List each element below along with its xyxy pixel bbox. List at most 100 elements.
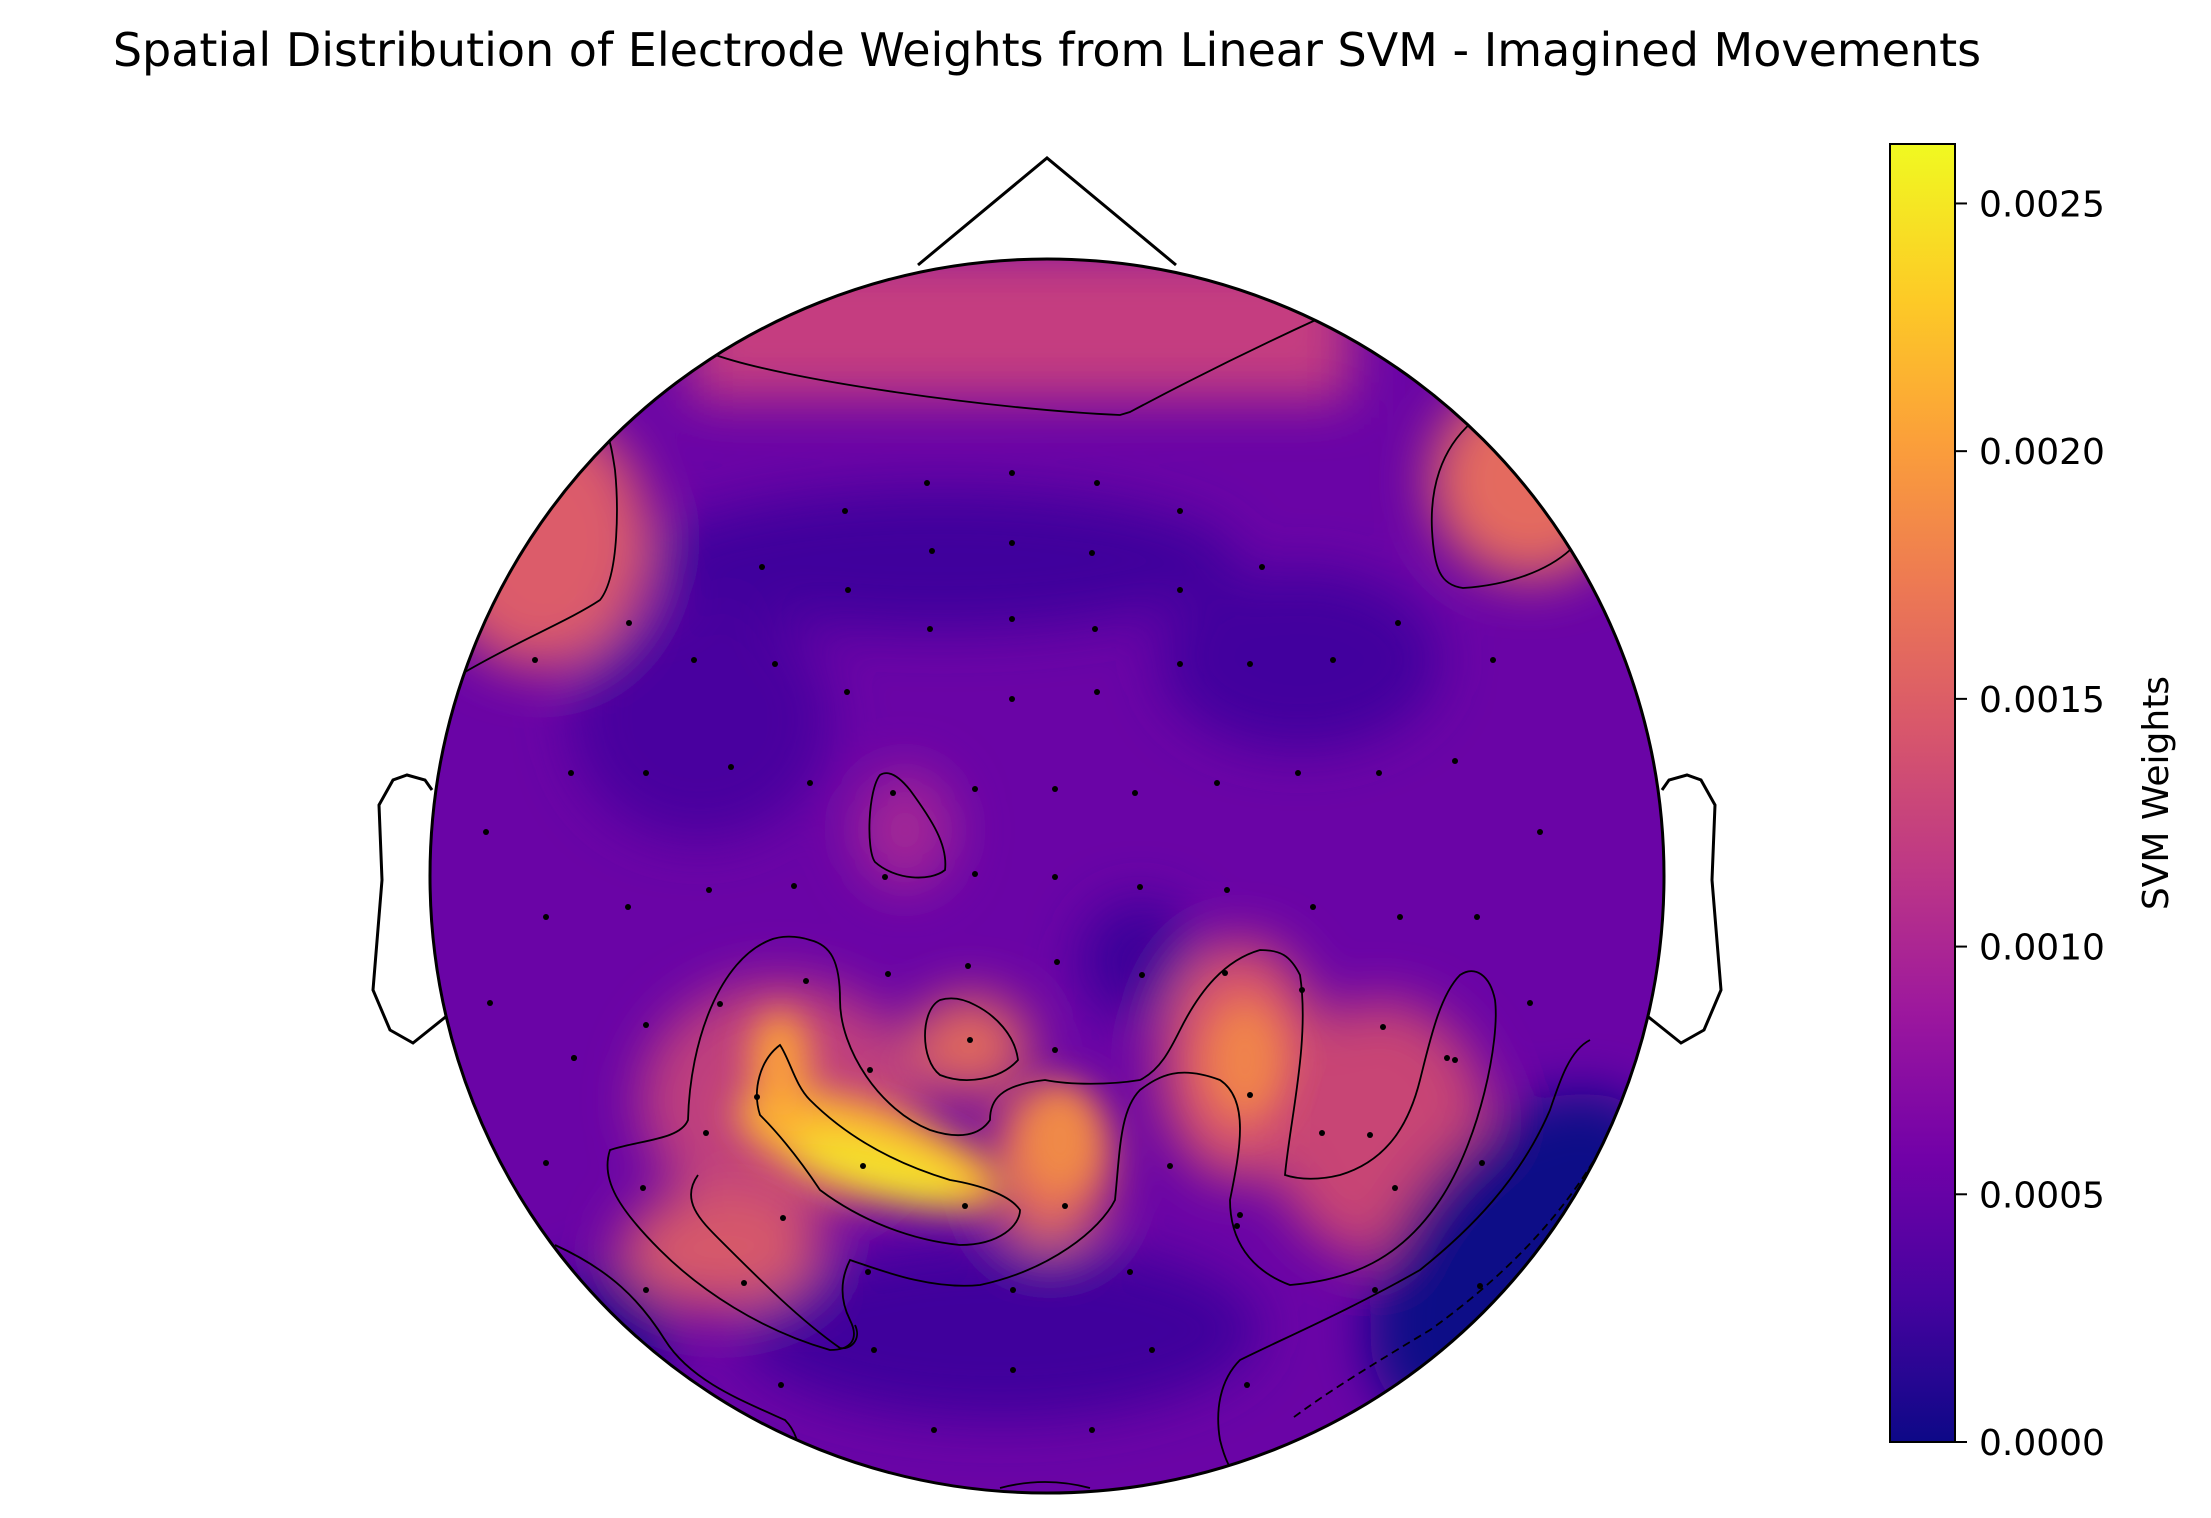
electrode-dot (759, 564, 765, 570)
electrode-dot (1237, 1212, 1243, 1218)
electrode-dot (890, 790, 896, 796)
electrode-dot (703, 1130, 709, 1136)
electrode-dot (1009, 470, 1015, 476)
colorbar-tick-label: 0.0020 (1979, 432, 2105, 473)
electrode-dot (1380, 1024, 1386, 1030)
electrode-dot (640, 1185, 646, 1191)
electrode-dot (1177, 508, 1183, 514)
electrode-dot (882, 874, 888, 880)
electrode-dot (1139, 972, 1145, 978)
electrode-dot (717, 1001, 723, 1007)
electrode-dot (1092, 626, 1098, 632)
contour-hot-core (756, 1043, 1021, 1246)
electrode-dot (967, 1037, 973, 1043)
electrode-dot (867, 1067, 873, 1073)
electrode-dot (625, 904, 631, 910)
electrode-dot (1222, 970, 1228, 976)
electrode-dot (972, 786, 978, 792)
electrode-dot (1397, 914, 1403, 920)
colorbar-tick-label: 0.0025 (1979, 184, 2105, 225)
electrode-dot (643, 770, 649, 776)
electrode-dot (845, 587, 851, 593)
electrode-dot (1537, 829, 1543, 835)
nose-outline (917, 156, 1177, 267)
colorbar: 0.0000 0.0005 0.0010 0.0015 0.0020 0.0025 SVM… (1889, 143, 2177, 1464)
electrode-dot (1527, 1000, 1533, 1006)
electrode-dot (885, 971, 891, 977)
electrode-dot (1052, 874, 1058, 880)
contour-right-upper (1430, 421, 1571, 589)
electrode-dot (1452, 1057, 1458, 1063)
colorbar-label: SVM Weights (2136, 676, 2177, 910)
electrode-dot (706, 887, 712, 893)
electrode-dot (1367, 1132, 1373, 1138)
head-outline (428, 257, 1666, 1495)
contour-frontal (709, 317, 1321, 416)
electrode-dot (1444, 1055, 1450, 1061)
electrode-dot (1295, 770, 1301, 776)
electrode-dot (1247, 1092, 1253, 1098)
colorbar-tick-label: 0.0010 (1979, 928, 2105, 969)
scalp-heatmap (430, 259, 1664, 1493)
electrode-dot (1089, 1427, 1095, 1433)
contour-lines (464, 317, 1601, 1489)
electrode-dot (1395, 620, 1401, 626)
electrode-dot (929, 548, 935, 554)
contour-central-ring (924, 997, 1019, 1081)
electrode-dot (844, 689, 850, 695)
chart-title: Spatial Distribution of Electrode Weight… (113, 23, 1981, 77)
electrode-dot (1052, 786, 1058, 792)
electrode-dot (772, 661, 778, 667)
electrode-dot (1452, 758, 1458, 764)
electrode-dot (1234, 1223, 1240, 1229)
electrode-dot (778, 1382, 784, 1388)
electrode-markers (483, 470, 1543, 1433)
electrode-dot (543, 1160, 549, 1166)
contour-bottom (999, 1481, 1091, 1489)
electrode-dot (1149, 1347, 1155, 1353)
electrode-dot (1376, 770, 1382, 776)
electrode-dot (754, 1094, 760, 1100)
colorbar-tick-label: 0.0015 (1979, 680, 2105, 721)
electrode-dot (1477, 1283, 1483, 1289)
electrode-dot (728, 764, 734, 770)
electrode-dot (487, 1000, 493, 1006)
electrode-dot (643, 1287, 649, 1293)
electrode-dot (1319, 1130, 1325, 1136)
contour-left-mid (606, 935, 1497, 1351)
electrode-dot (807, 780, 813, 786)
electrode-dot (865, 1269, 871, 1275)
electrode-dot (842, 508, 848, 514)
contour-left-lower (690, 1174, 858, 1350)
electrode-dot (1137, 884, 1143, 890)
colorbar-tick-label: 0.0005 (1979, 1175, 2105, 1216)
colorbar-tick-label: 0.0000 (1979, 1423, 2105, 1464)
electrode-dot (1392, 1185, 1398, 1191)
electrode-dot (1127, 1269, 1133, 1275)
electrode-dot (1247, 661, 1253, 667)
electrode-dot (803, 978, 809, 984)
electrode-dot (1010, 1287, 1016, 1293)
electrode-dot (924, 480, 930, 486)
electrode-dot (931, 1427, 937, 1433)
electrode-dot (1479, 1160, 1485, 1166)
electrode-dot (1490, 657, 1496, 663)
colorbar-gradient (1889, 143, 1956, 1443)
electrode-dot (543, 914, 549, 920)
electrode-dot (1299, 987, 1305, 993)
electrode-dot (691, 657, 697, 663)
electrode-dot (1310, 904, 1316, 910)
electrode-dot (965, 963, 971, 969)
electrode-dot (1089, 550, 1095, 556)
electrode-dot (626, 620, 632, 626)
contour-central-small (868, 772, 947, 879)
electrode-dot (972, 871, 978, 877)
contour-left-bottom-edge (554, 1244, 801, 1461)
electrode-dot (568, 770, 574, 776)
electrode-dot (1372, 1287, 1378, 1293)
electrode-dot (1224, 887, 1230, 893)
electrode-dot (1009, 616, 1015, 622)
electrode-dot (532, 657, 538, 663)
electrode-dot (1062, 1203, 1068, 1209)
electrode-dot (791, 883, 797, 889)
